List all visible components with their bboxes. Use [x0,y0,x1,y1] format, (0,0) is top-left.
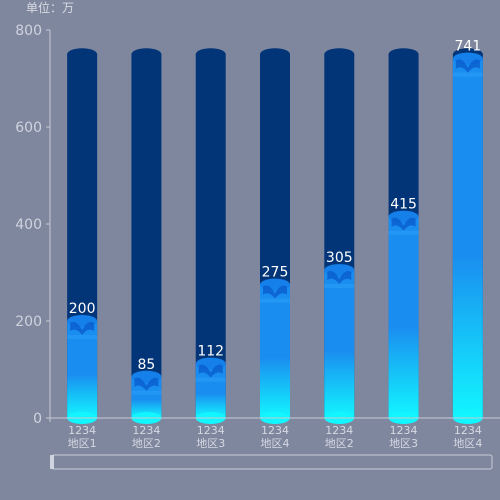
bar-band [67,335,98,339]
x-tick-label: 1234 [261,424,289,437]
x-axis: 1234地区11234地区21234地区31234地区41234地区21234地… [50,417,500,450]
background-bar [195,54,226,418]
bar-group: 85 [131,48,162,424]
y-tick-label: 800 [15,23,42,39]
bar-band [452,72,483,77]
bar-group: 415 [388,48,419,424]
y-tick-label: 0 [33,411,42,427]
background-bar-cap [67,48,98,61]
x-tick-label: 1234 [325,424,353,437]
background-bar-cap [260,48,290,61]
data-label: 112 [197,344,224,360]
bar-band [195,377,226,382]
data-label: 415 [390,197,417,213]
data-label: 85 [138,357,156,373]
bar[interactable] [452,58,483,419]
bar-band [260,298,290,303]
data-label: 275 [262,265,289,281]
bar-wave [134,377,159,391]
bar-wave [391,217,416,231]
data-zoom-slider[interactable] [50,454,493,470]
data-label: 200 [69,301,96,317]
bar-wave [455,59,480,73]
x-tick-label: 1234 [454,424,482,437]
bar[interactable] [260,284,290,418]
x-tick-sublabel: 地区3 [389,437,418,450]
bar-band [324,284,355,289]
bar[interactable] [388,216,419,418]
bar-wave [327,271,352,285]
bar-group: 275 [260,48,290,424]
x-tick-sublabel: 地区4 [453,437,482,450]
bar-group: 741 [452,39,483,424]
data-zoom-handle-left[interactable] [50,455,54,469]
y-axis: 0 200 400 600 800 [15,23,51,427]
background-bar-cap [324,48,355,61]
data-label: 305 [326,250,353,266]
data-zoom-track[interactable] [51,454,493,470]
bar-band [131,390,162,395]
y-tick-label: 400 [15,217,42,233]
bar-wave [70,321,95,335]
bar-group: 200 [67,48,98,424]
unit-label: 单位：万 [26,0,74,15]
x-tick-label: 1234 [132,424,160,437]
background-bar-cap [195,48,226,61]
x-tick-sublabel: 地区4 [261,437,290,450]
bar-wave [198,364,223,378]
bar-group: 305 [324,48,355,424]
x-tick-sublabel: 地区2 [132,437,161,450]
bar-wave [263,285,287,299]
x-tick-sublabel: 地区3 [196,437,225,450]
y-tick-label: 600 [15,120,42,136]
x-tick-sublabel: 地区2 [325,437,354,450]
data-label: 741 [454,39,481,55]
x-tick-sublabel: 地区1 [68,437,97,450]
background-bar-cap [131,48,162,61]
bar-band [388,230,419,235]
background-bar [131,54,162,418]
bar-group: 112 [195,48,226,424]
y-tick-label: 200 [15,314,42,330]
background-bar-cap [388,48,419,61]
bars: 200 85 112 275 305 415 741 [67,39,483,424]
x-tick-label: 1234 [390,424,418,437]
bar[interactable] [324,270,355,418]
x-tick-label: 1234 [197,424,225,437]
x-tick-label: 1234 [68,424,96,437]
